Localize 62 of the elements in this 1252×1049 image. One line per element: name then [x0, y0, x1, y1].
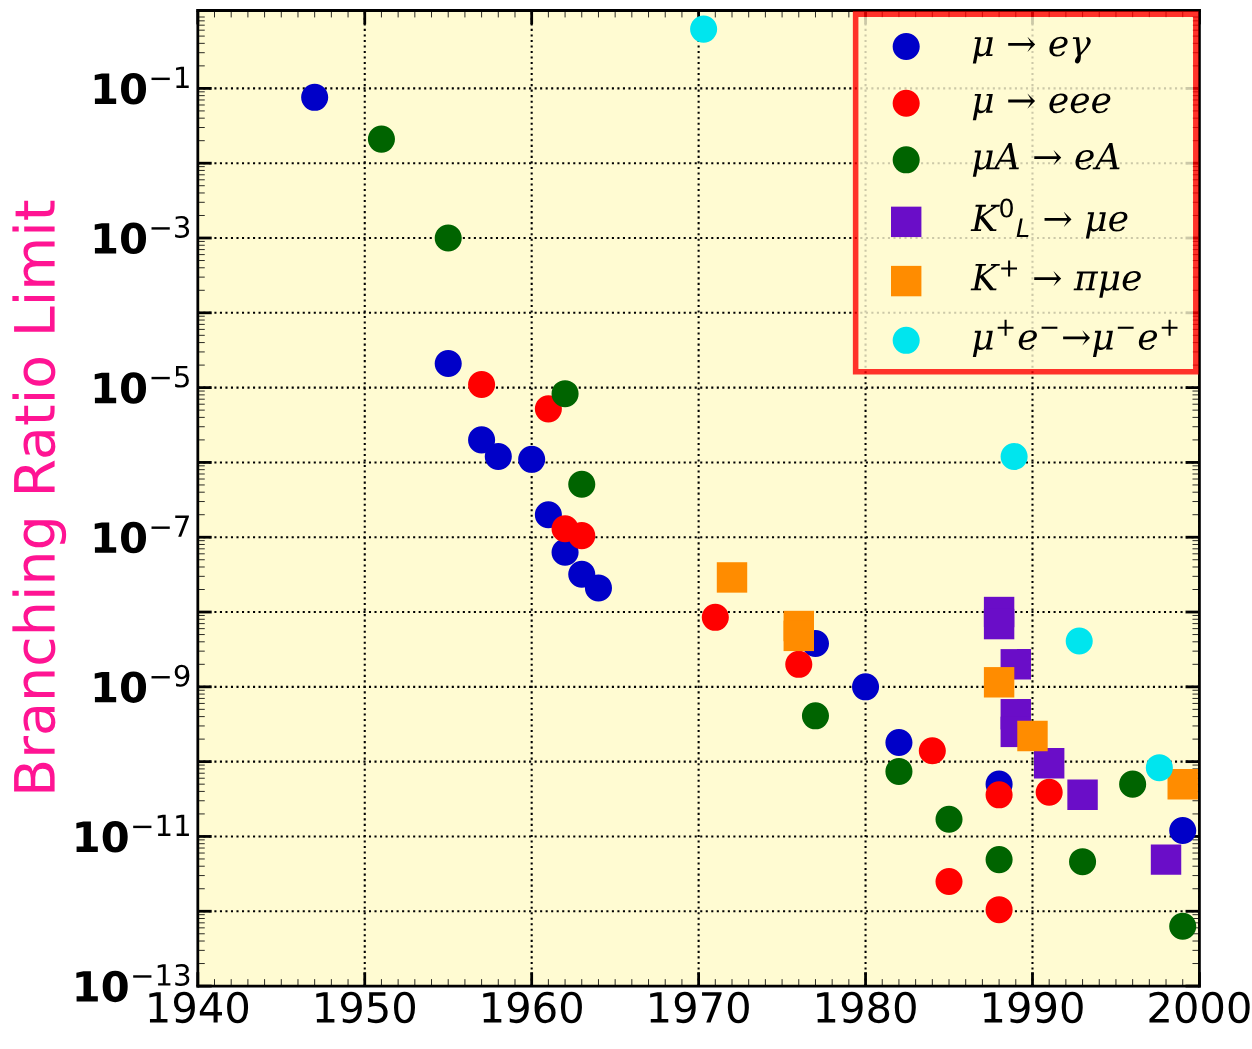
point: [1035, 778, 1063, 806]
point: [1169, 816, 1197, 845]
x-tick-label: 2000: [1149, 991, 1250, 1024]
point: [1150, 844, 1182, 875]
x-tick-label: 1960: [483, 991, 582, 1024]
point: [935, 867, 963, 896]
point: [785, 650, 813, 678]
point: [690, 15, 718, 43]
point: [885, 729, 913, 757]
point: [1069, 848, 1097, 876]
y-axis-title: Branching Ratio Limit: [12, 200, 67, 792]
point: [1169, 912, 1197, 940]
x-tick-label: 1970: [650, 991, 749, 1024]
point: [1017, 720, 1048, 752]
point: [716, 562, 748, 593]
point: [1000, 442, 1028, 471]
point: [1167, 768, 1198, 800]
y-tick-label: 10$^{−5}$: [94, 365, 189, 404]
point: [1145, 754, 1173, 782]
point: [918, 737, 946, 765]
point: [852, 673, 880, 701]
point: [1033, 748, 1065, 779]
point: [568, 522, 596, 550]
y-tick-label: 10$^{−7}$: [94, 515, 189, 554]
point: [983, 608, 1015, 640]
point: [484, 442, 512, 471]
y-tick-label: 10$^{−11}$: [76, 814, 189, 853]
point: [801, 702, 830, 730]
legend-label: K$^{+}$ → πμe: [970, 260, 1141, 298]
point: [568, 470, 596, 498]
point: [468, 370, 496, 399]
legend-label: μ → eγ: [972, 36, 1091, 64]
y-tick-label: 10$^{−9}$: [94, 664, 190, 703]
point: [1119, 770, 1147, 798]
point: [551, 380, 579, 408]
y-tick-label: 10$^{−3}$: [94, 215, 190, 255]
point: [783, 620, 814, 652]
legend-label: μA → eA: [972, 142, 1120, 177]
legend-label: μ → eee: [972, 93, 1111, 121]
point: [985, 896, 1013, 924]
x-tick-label: 1980: [817, 991, 916, 1024]
legend-label: K$^{0}$$_{L}$ → μe: [970, 198, 1128, 239]
y-tick-label: 10$^{−1}$: [94, 66, 189, 105]
point: [885, 757, 913, 785]
point: [1065, 627, 1093, 655]
legend-label: μ$^{+}$e$^{−}$→μ$^{−}$e$^{+}$: [972, 319, 1178, 357]
point: [701, 603, 729, 631]
x-tick-label: 1950: [316, 991, 415, 1024]
point: [468, 426, 496, 454]
point: [434, 224, 462, 252]
point: [584, 574, 612, 602]
point: [983, 667, 1015, 698]
point: [301, 83, 329, 111]
point: [985, 846, 1013, 874]
point: [935, 805, 963, 833]
point: [1067, 779, 1098, 811]
point: [367, 125, 395, 153]
point: [434, 349, 462, 378]
point: [985, 781, 1013, 809]
x-tick-label: 1990: [984, 991, 1083, 1024]
point: [534, 395, 562, 423]
point: [518, 445, 546, 473]
